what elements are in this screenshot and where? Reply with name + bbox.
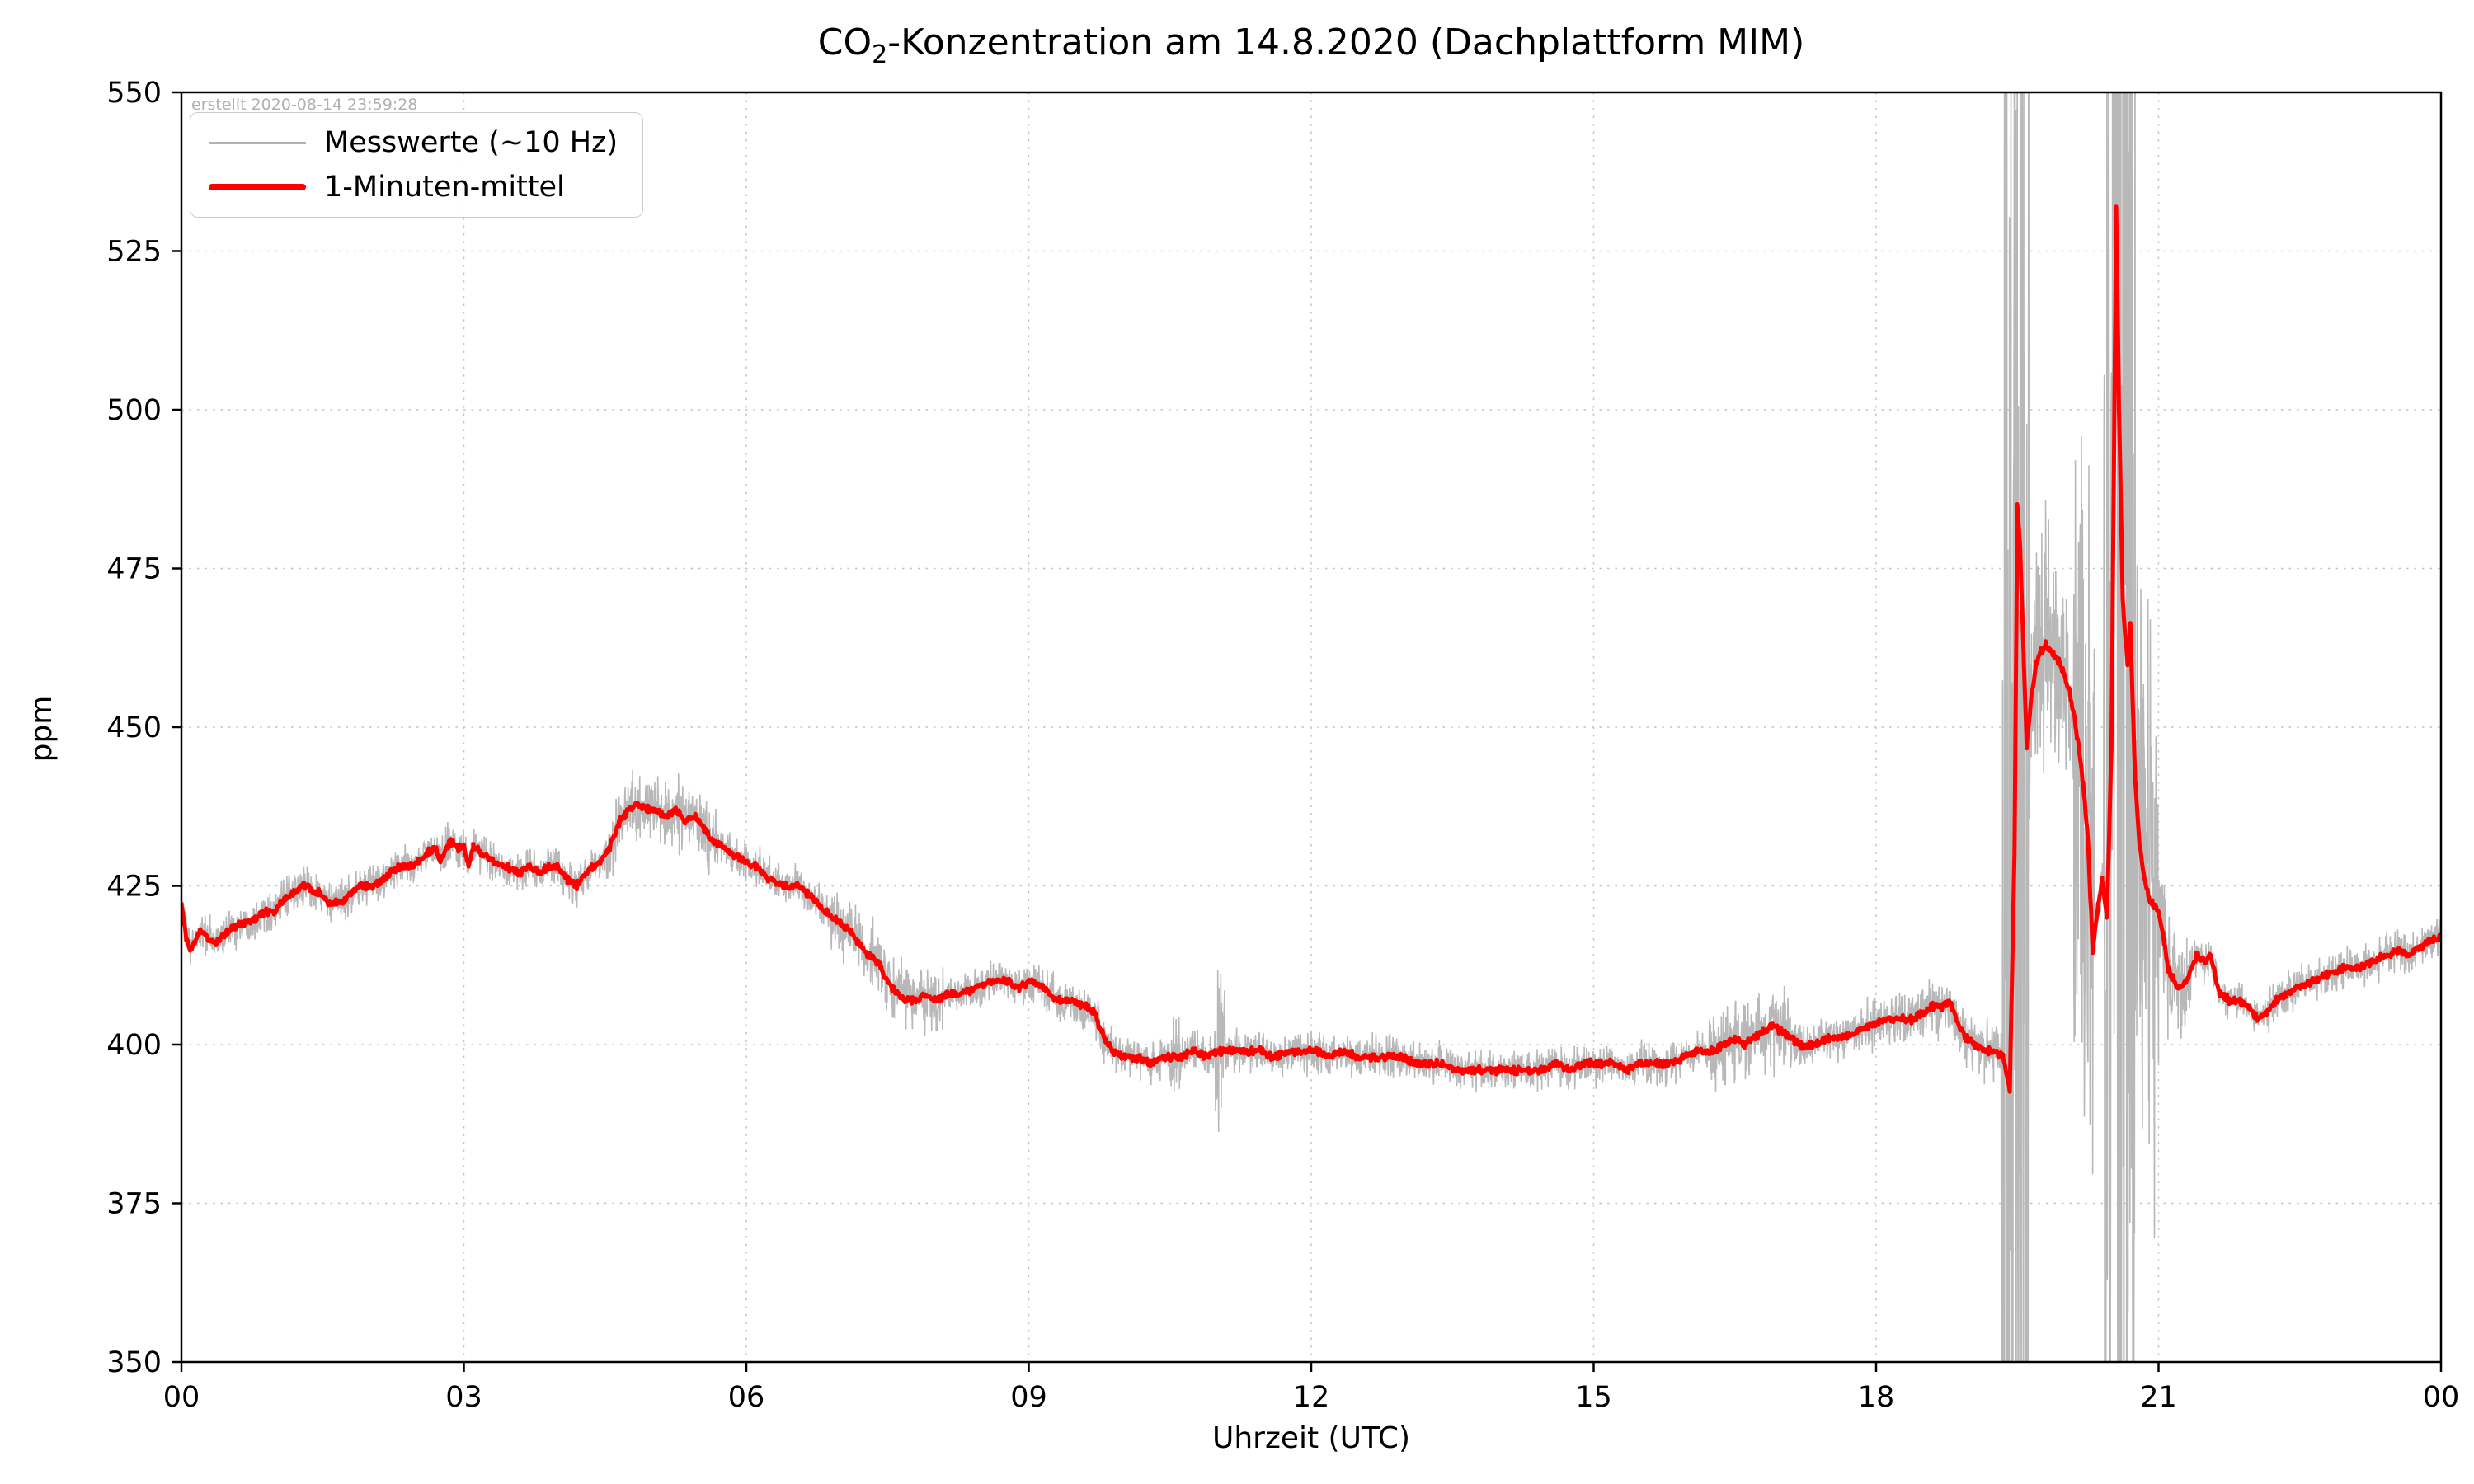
x-tick-label: 12: [1293, 1381, 1330, 1414]
y-tick-label: 375: [106, 1188, 162, 1221]
grid-lines: [181, 92, 2442, 1363]
x-tick-label: 03: [445, 1381, 482, 1414]
x-tick-label: 00: [163, 1381, 200, 1414]
chart-title-rest: -Konzentration am 14.8.2020 (Dachplattfo…: [887, 21, 1805, 63]
y-tick-label: 425: [106, 871, 162, 904]
y-tick-label: 500: [106, 394, 162, 427]
legend-label-minuten-mittel: 1-Minuten-mittel: [324, 171, 565, 204]
red-mean-line: [181, 204, 2441, 1094]
x-tick-label: 06: [728, 1381, 765, 1414]
x-tick-label: 09: [1010, 1381, 1047, 1414]
x-tick-label: 18: [1858, 1381, 1895, 1414]
x-tick-label: 00: [2423, 1381, 2460, 1414]
x-tick-label: 21: [2140, 1381, 2177, 1414]
y-tick-label: 550: [106, 77, 162, 110]
y-tick-label: 400: [106, 1029, 162, 1062]
x-tick-label: 15: [1575, 1381, 1612, 1414]
chart-title-prefix: CO: [817, 21, 872, 63]
y-tick-label: 450: [106, 711, 162, 744]
legend-entry-minuten-mittel: 1-Minuten-mittel: [209, 171, 618, 204]
created-timestamp-watermark: erstellt 2020-08-14 23:59:28: [191, 96, 418, 114]
gray-line-sample-icon: [209, 141, 306, 144]
axis-tick-labels: 00 03 06 09 12 15 18 21 003503754004254504755005…: [106, 77, 2459, 1414]
y-axis-label: ppm: [25, 695, 59, 763]
x-axis-label: Uhrzeit (UTC): [1211, 1421, 1411, 1455]
y-tick-label: 350: [106, 1346, 162, 1379]
chart-title-subscript: 2: [872, 40, 888, 69]
axis-ticks: [172, 91, 2443, 1372]
chart-title: CO2-Konzentration am 14.8.2020 (Dachplat…: [181, 21, 2441, 69]
legend: Messwerte (~10 Hz) 1-Minuten-mittel: [190, 112, 644, 218]
y-tick-label: 525: [106, 236, 162, 269]
y-tick-label: 475: [106, 553, 162, 586]
legend-entry-messwerte: Messwerte (~10 Hz): [209, 126, 618, 159]
red-line-sample-icon: [209, 184, 306, 190]
legend-label-messwerte: Messwerte (~10 Hz): [324, 126, 618, 159]
